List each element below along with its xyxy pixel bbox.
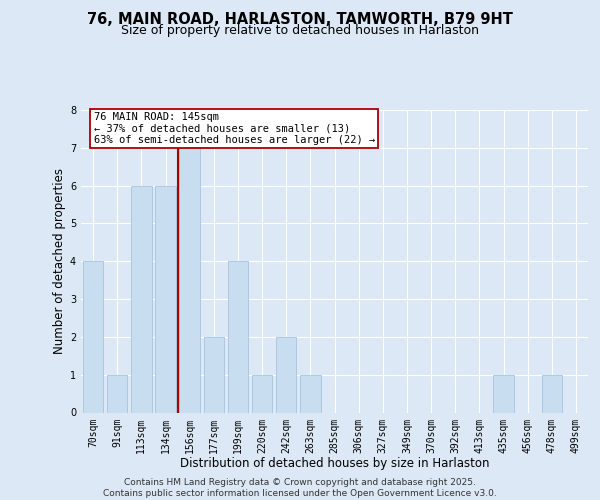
Bar <box>203 337 224 412</box>
Bar <box>131 186 152 412</box>
Text: 76, MAIN ROAD, HARLASTON, TAMWORTH, B79 9HT: 76, MAIN ROAD, HARLASTON, TAMWORTH, B79 … <box>87 12 513 28</box>
Bar <box>252 374 272 412</box>
Bar <box>227 261 248 412</box>
Bar <box>107 374 127 412</box>
Bar <box>276 337 296 412</box>
Text: Contains HM Land Registry data © Crown copyright and database right 2025.
Contai: Contains HM Land Registry data © Crown c… <box>103 478 497 498</box>
X-axis label: Distribution of detached houses by size in Harlaston: Distribution of detached houses by size … <box>180 457 489 470</box>
Bar <box>542 374 562 412</box>
Y-axis label: Number of detached properties: Number of detached properties <box>53 168 66 354</box>
Bar <box>300 374 320 412</box>
Bar <box>179 148 200 412</box>
Bar <box>493 374 514 412</box>
Bar <box>155 186 176 412</box>
Text: Size of property relative to detached houses in Harlaston: Size of property relative to detached ho… <box>121 24 479 37</box>
Bar <box>83 261 103 412</box>
Text: 76 MAIN ROAD: 145sqm
← 37% of detached houses are smaller (13)
63% of semi-detac: 76 MAIN ROAD: 145sqm ← 37% of detached h… <box>94 112 375 145</box>
